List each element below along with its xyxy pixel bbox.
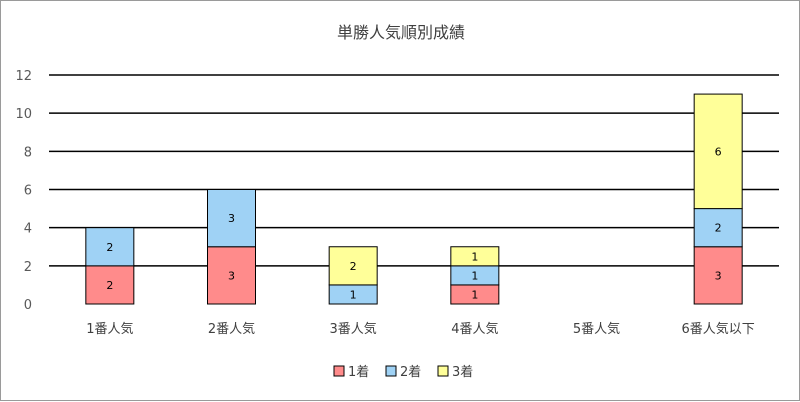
legend-label: 3着 [452, 364, 473, 380]
bar-segment [207, 189, 256, 248]
x-tick-label: 5番人気 [573, 321, 620, 337]
data-label: 2 [715, 222, 722, 235]
bar-segment [207, 246, 256, 305]
data-label: 2 [350, 260, 357, 273]
legend-swatch [385, 365, 397, 377]
data-label: 1 [471, 269, 478, 282]
x-tick-label: 3番人気 [330, 321, 377, 337]
bar-segment [693, 208, 743, 248]
bar-segment [328, 246, 378, 286]
x-tick-label: 6番人気以下 [682, 321, 755, 337]
y-tick-label: 12 [15, 69, 32, 84]
bars: 2 2 3 3 1 2 1 1 1 3 2 6 [85, 93, 743, 305]
y-tick-label: 6 [24, 184, 32, 199]
data-label: 1 [471, 250, 478, 263]
legend: 1着 2着 3着 [333, 364, 473, 380]
data-label: 2 [106, 241, 113, 254]
y-tick-label: 8 [24, 145, 32, 160]
data-label: 1 [350, 288, 357, 301]
bar-segment [85, 265, 135, 305]
legend-swatch [333, 365, 345, 377]
y-tick-label: 0 [24, 298, 32, 313]
bar-segment [450, 246, 500, 267]
x-axis-ticks: 1番人気 2番人気 3番人気 4番人気 5番人気 6番人気以下 [86, 321, 755, 337]
data-label: 3 [715, 269, 722, 282]
data-label: 6 [715, 145, 722, 158]
gridlines [49, 74, 779, 267]
bar-segment [693, 246, 743, 305]
x-tick-label: 1番人気 [86, 321, 133, 337]
data-label: 3 [228, 269, 235, 282]
legend-label: 1着 [348, 364, 369, 380]
x-tick-label: 2番人気 [208, 321, 255, 337]
legend-swatch [437, 365, 449, 377]
legend-label: 2着 [400, 364, 421, 380]
y-tick-label: 4 [24, 222, 32, 237]
bar-segment [85, 227, 135, 267]
y-axis-ticks: 0 2 4 6 8 10 12 [15, 69, 32, 313]
bar-segment [693, 93, 743, 210]
y-tick-label: 10 [15, 107, 32, 122]
x-tick-label: 4番人気 [451, 321, 498, 337]
data-label: 3 [228, 212, 235, 225]
data-label: 2 [106, 279, 113, 292]
y-tick-label: 2 [24, 260, 32, 275]
data-label: 1 [471, 288, 478, 301]
chart-title: 単勝人気順別成績 [337, 23, 465, 42]
